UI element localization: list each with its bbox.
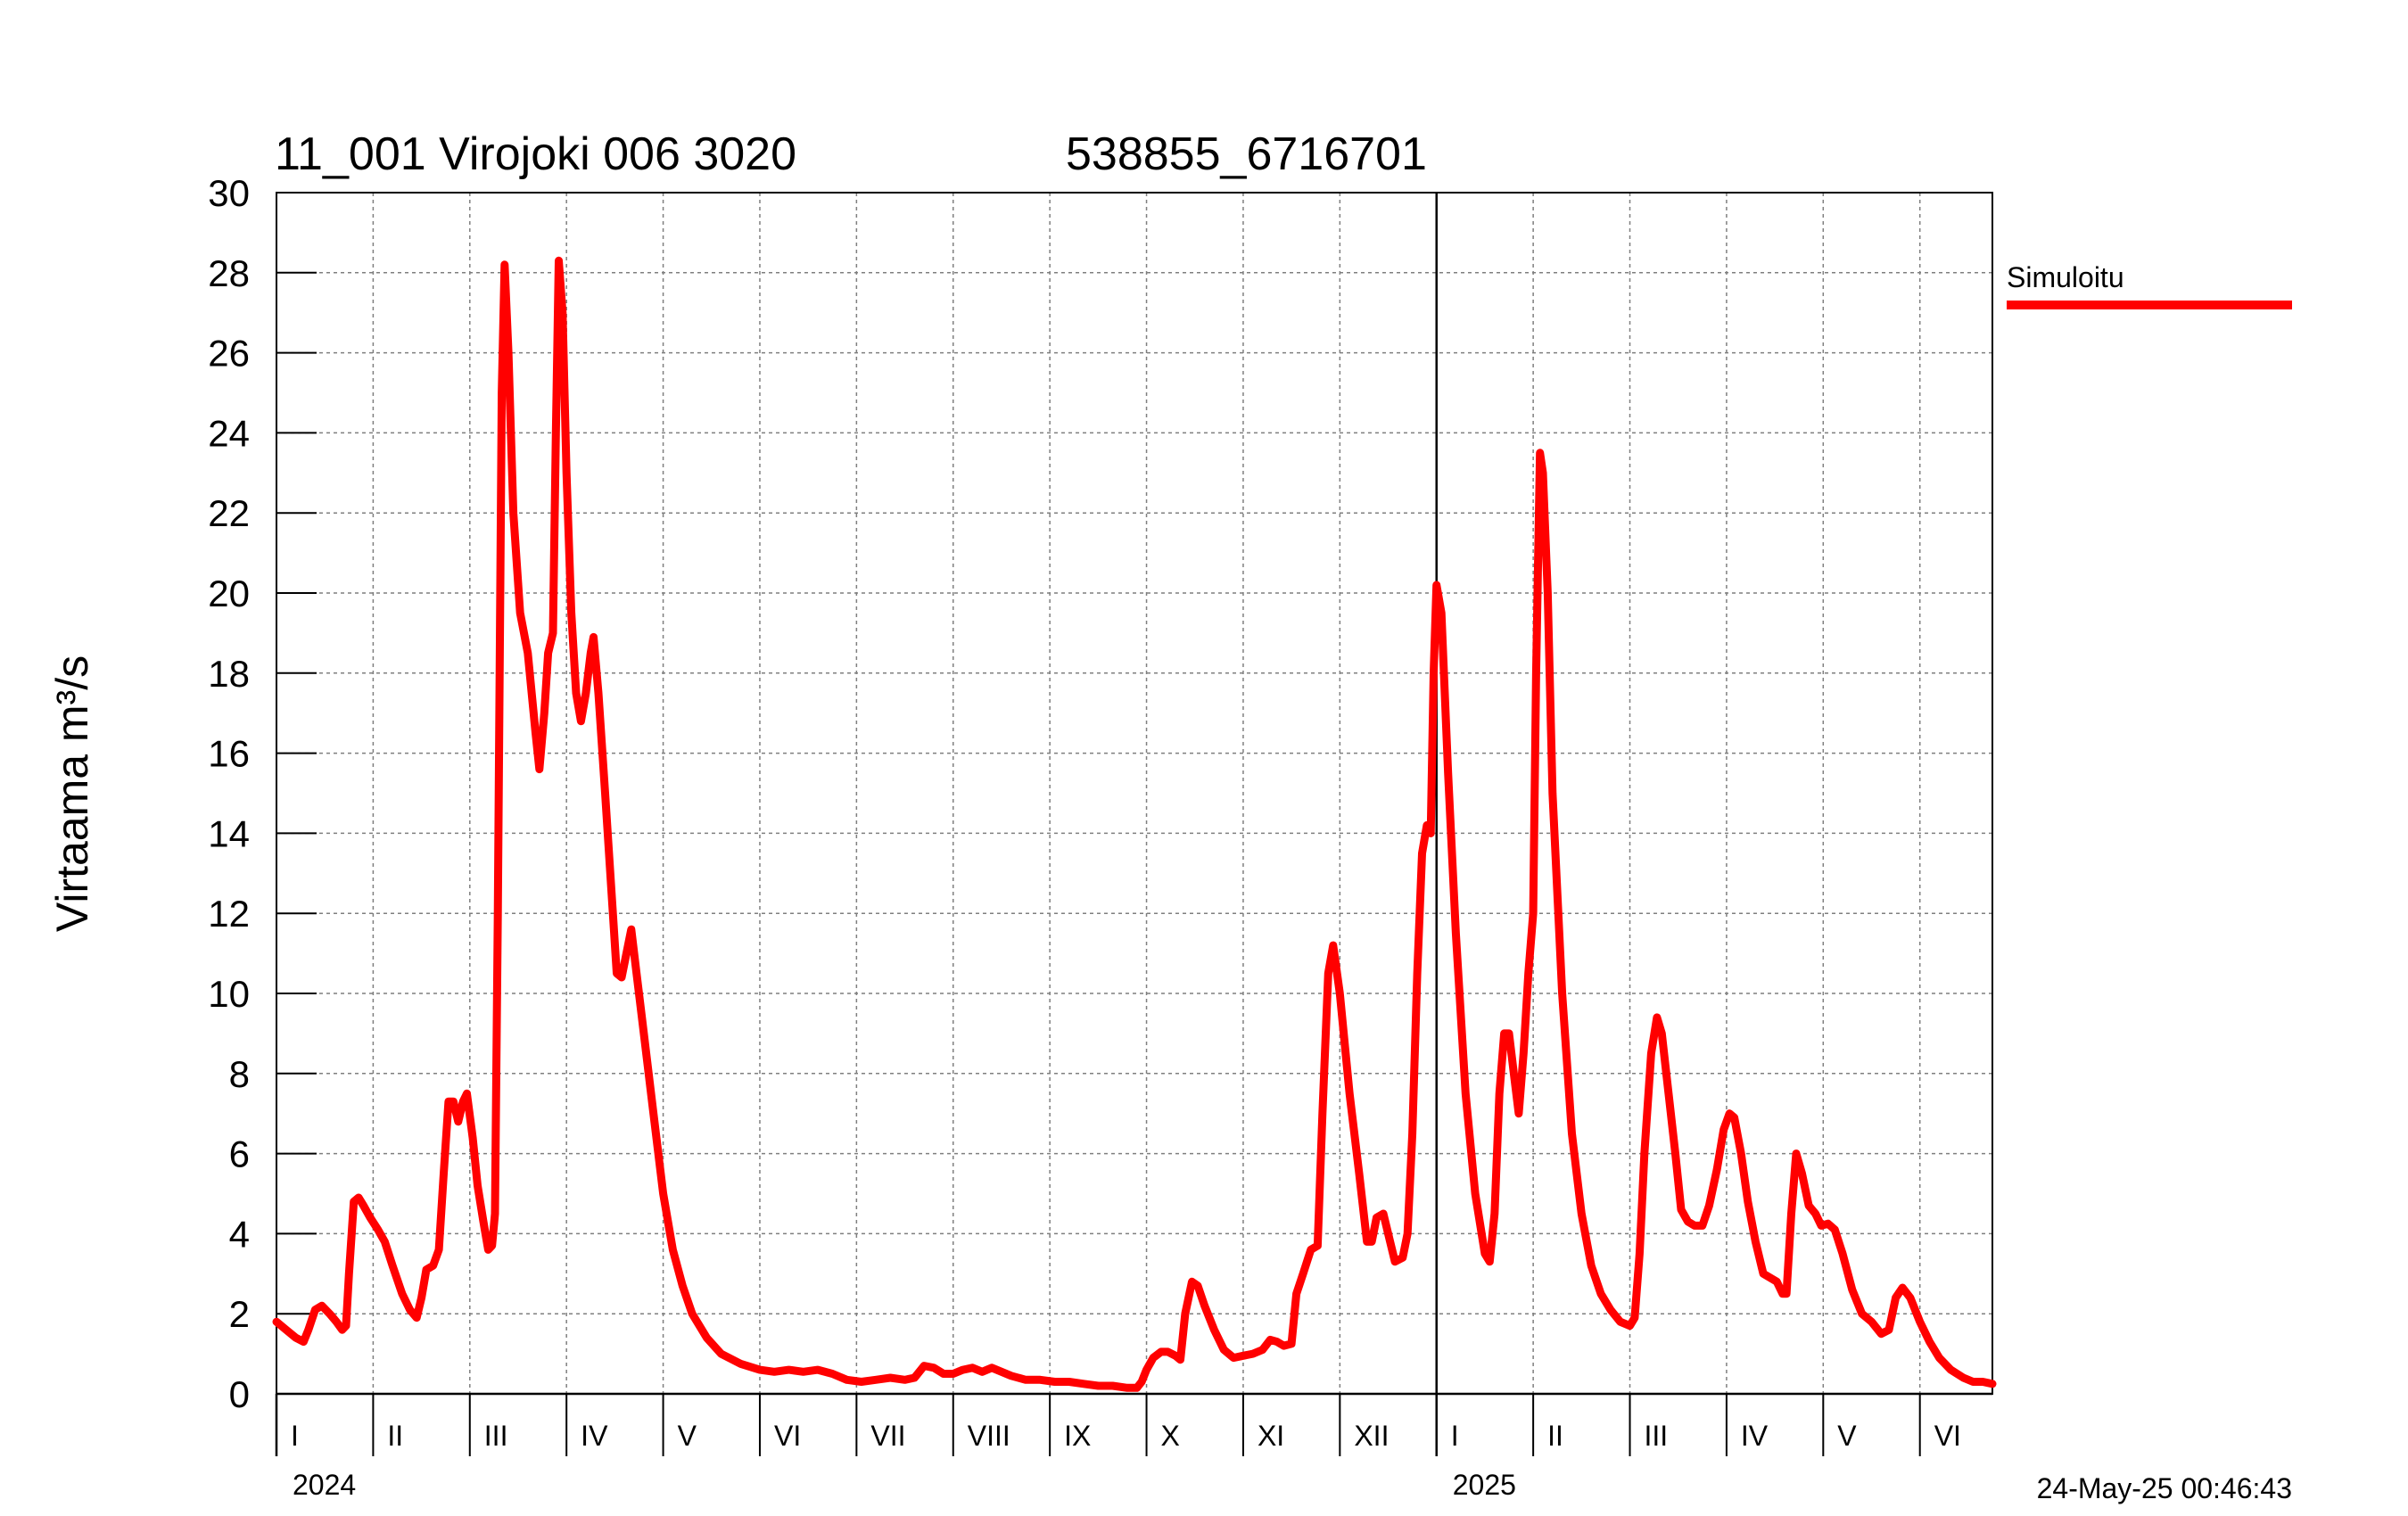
- month-label: III: [484, 1420, 508, 1452]
- month-label: VII: [870, 1420, 905, 1452]
- y-tick-label: 6: [229, 1133, 250, 1175]
- month-label: II: [1547, 1420, 1563, 1452]
- y-tick-label: 4: [229, 1213, 250, 1255]
- month-label: IV: [1741, 1420, 1769, 1452]
- y-tick-label: 26: [208, 333, 250, 375]
- month-label: IV: [581, 1420, 608, 1452]
- year-label: 2025: [1453, 1469, 1516, 1501]
- series-layer: [272, 256, 1997, 1392]
- month-label: I: [1451, 1420, 1459, 1452]
- month-label: VIII: [968, 1420, 1010, 1452]
- month-label: XI: [1258, 1420, 1284, 1452]
- month-label: X: [1161, 1420, 1180, 1452]
- y-tick-label: 16: [208, 733, 250, 775]
- plot-frame: [276, 192, 1993, 1395]
- y-tick-label: 28: [208, 252, 250, 294]
- timestamp: 24-May-25 00:46:43: [2037, 1472, 2292, 1504]
- legend-label: Simuloitu: [2007, 261, 2124, 293]
- month-label: I: [291, 1420, 299, 1452]
- month-label: IX: [1064, 1420, 1091, 1452]
- y-tick-label: 12: [208, 893, 250, 935]
- y-tick-label: 18: [208, 653, 250, 695]
- y-tick-label: 10: [208, 973, 250, 1015]
- month-label: V: [678, 1420, 697, 1452]
- month-label: V: [1837, 1420, 1857, 1452]
- y-tick-label: 24: [208, 412, 250, 454]
- month-label: III: [1645, 1420, 1669, 1452]
- y-tick-label: 20: [208, 573, 250, 614]
- month-label: VI: [1934, 1420, 1961, 1452]
- series-line-simuloitu: [272, 256, 1997, 1392]
- y-tick-label: 0: [229, 1373, 250, 1415]
- month-label: XII: [1354, 1420, 1389, 1452]
- y-tick-label: 14: [208, 812, 250, 854]
- chart-title-right: 538855_6716701: [1066, 128, 1427, 180]
- y-tick-label: 30: [208, 172, 250, 214]
- y-axis-label: Virtaama m³/s: [47, 655, 97, 932]
- x-axis: I II III IV V VI VII VIII IX X XI XII I II III IV V VI202…: [275, 193, 1992, 1501]
- year-label: 2024: [293, 1469, 356, 1501]
- y-tick-label: 22: [208, 492, 250, 534]
- y-tick-label: 8: [229, 1053, 250, 1095]
- month-label: VI: [774, 1420, 801, 1452]
- y-tick-label: 2: [229, 1293, 250, 1335]
- chart-title-left: 11_001 Virojoki 006 3020: [275, 128, 796, 180]
- month-label: II: [387, 1420, 403, 1452]
- grid: [276, 193, 1992, 1394]
